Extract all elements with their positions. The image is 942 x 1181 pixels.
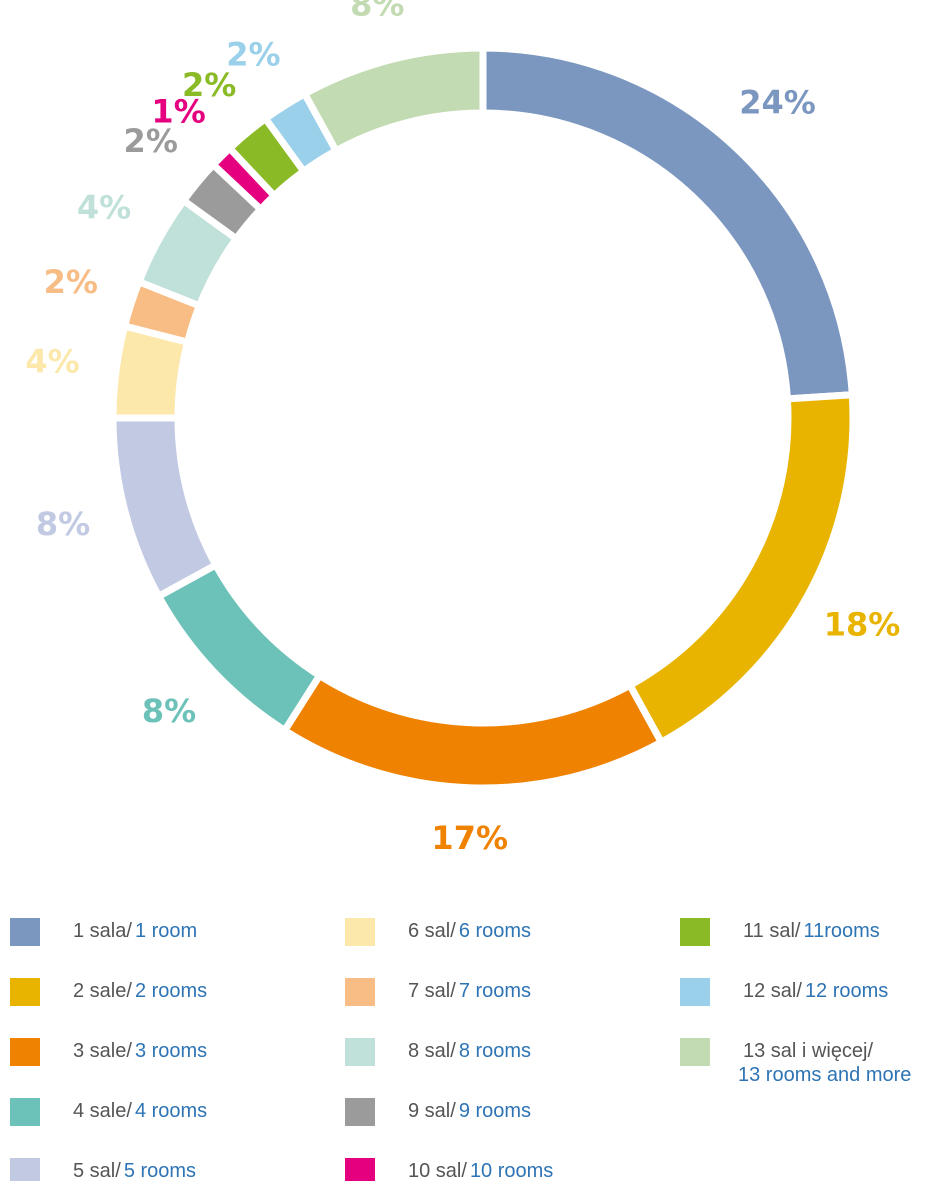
legend-swatch [10,1038,40,1066]
legend-label-pl: 2 sale/ [73,980,132,1002]
legend-label-en: 13 rooms and more [738,1064,911,1086]
legend-swatch [680,918,710,946]
legend-label-en: 7 rooms [459,980,531,1002]
value-label: 24% [739,83,816,121]
value-label: 2% [182,66,236,104]
legend-label-en: 8 rooms [459,1040,531,1062]
legend-label-pl: 4 sale/ [73,1100,132,1122]
legend-label: 7 sal/7 rooms [408,980,531,1002]
legend-swatch [345,1038,375,1066]
legend-label: 2 sale/2 rooms [73,980,207,1002]
legend-label-pl: 10 sal/ [408,1160,467,1181]
legend-label: 6 sal/6 rooms [408,920,531,942]
legend-label: 13 sal i więcej/13 rooms and more [738,1040,911,1086]
legend-swatch [10,1158,40,1181]
legend-swatch [10,978,40,1006]
legend-swatch [10,1098,40,1126]
value-label: 17% [431,819,508,857]
value-label: 8% [36,505,90,543]
value-label: 2% [226,35,280,73]
legend-label: 9 sal/9 rooms [408,1100,531,1122]
legend-swatch [345,1158,375,1181]
legend-swatch [345,978,375,1006]
value-label: 8% [142,692,196,730]
donut-slice [625,391,857,747]
legend-label-en: 2 rooms [135,980,207,1002]
legend-label-en: 3 rooms [135,1040,207,1062]
legend-label-pl: 7 sal/ [408,980,456,1002]
legend-label-pl: 12 sal/ [743,980,802,1002]
legend-label: 12 sal/12 rooms [743,980,888,1002]
legend-label-pl: 5 sal/ [73,1160,121,1181]
legend-label-en: 10 rooms [470,1160,553,1181]
legend-label-en: 4 rooms [135,1100,207,1122]
donut-slice [279,670,667,792]
legend-label-en: 12 rooms [805,980,888,1002]
legend-swatch [680,978,710,1006]
legend-label-pl: 9 sal/ [408,1100,456,1122]
value-label: 2% [124,122,178,160]
legend-label-pl: 11 sal/ [743,920,801,942]
legend-label-en: 1 room [135,920,197,942]
legend-swatch [680,1038,710,1066]
value-label: 4% [77,189,131,227]
legend-swatch [10,918,40,946]
value-label: 2% [44,263,98,301]
legend-label-en: 5 rooms [124,1160,196,1181]
legend-label-pl: 3 sale/ [73,1040,132,1062]
value-label: 18% [824,605,901,643]
value-label: 1% [151,93,205,131]
legend-label: 3 sale/3 rooms [73,1040,207,1062]
legend-label: 1 sala/1 room [73,920,197,942]
legend-label: 8 sal/8 rooms [408,1040,531,1062]
legend-label-en: 11rooms [803,920,879,942]
legend-label-pl: 8 sal/ [408,1040,456,1062]
legend-label-pl: 13 sal i więcej/ [743,1040,874,1062]
donut-slice [299,44,487,156]
legend-label: 4 sale/4 rooms [73,1100,207,1122]
legend-label: 11 sal/11rooms [743,920,880,942]
legend-label: 5 sal/5 rooms [73,1160,196,1181]
legend-label-en: 9 rooms [459,1100,531,1122]
legend-label-en: 6 rooms [459,920,531,942]
legend-label: 10 sal/10 rooms [408,1160,553,1181]
legend-label-pl: 1 sala/ [73,920,132,942]
donut-slice [109,414,221,602]
value-label: 8% [350,0,404,23]
legend-swatch [345,1098,375,1126]
legend-label-pl: 6 sal/ [408,920,456,942]
value-label: 4% [25,343,79,381]
legend-swatch [345,918,375,946]
